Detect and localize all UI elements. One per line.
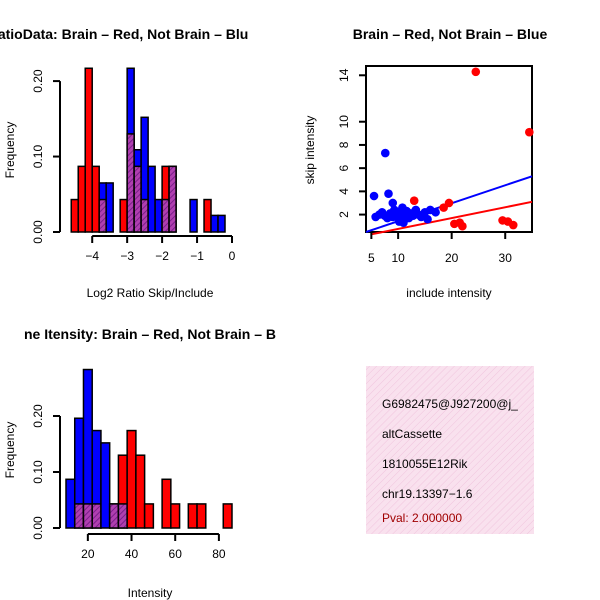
info-line-event-id: G6982475@J927200@j_ xyxy=(382,397,518,411)
ratio-histogram-panel: RatioData: Brain – Red, Not Brain – Blu … xyxy=(0,26,248,300)
intensity-histogram-bar-brain xyxy=(170,503,181,529)
ratio-histogram-title: RatioData: Brain – Red, Not Brain – Blu xyxy=(0,26,248,42)
ratio-histogram-xlabel: Log2 Ratio Skip/Include xyxy=(87,286,214,300)
info-box: G6982475@J927200@j_ altCassette 1810055E… xyxy=(366,366,534,534)
scatter-point-not-brain xyxy=(431,207,440,217)
ratio-histogram-bar-overlap xyxy=(126,133,135,233)
intensity-histogram-y-tick-label: 0.00 xyxy=(31,516,45,540)
intensity-histogram-x-tick-label: 60 xyxy=(169,547,183,561)
scatter-point-not-brain xyxy=(399,218,408,228)
intensity-histogram-bar-brain xyxy=(161,478,172,529)
ratio-histogram-x-tick-label: −2 xyxy=(155,249,169,263)
intensity-scatter-x-tick-label: 10 xyxy=(391,251,405,265)
ratio-histogram-bar-brain xyxy=(91,165,100,233)
intensity-scatter-points xyxy=(369,67,534,231)
intensity-scatter-axes: 5 10 20 30 2 4 6 8 10 14 xyxy=(337,68,512,265)
ratio-histogram-bar-not-brain xyxy=(217,214,226,233)
intensity-histogram-ylabel: Frequency xyxy=(3,422,17,479)
intensity-histogram-x-tick-label: 80 xyxy=(212,547,226,561)
scatter-point-brain xyxy=(458,221,467,231)
ratio-histogram-y-tick-label: 0.10 xyxy=(31,145,45,169)
intensity-histogram-y-tick-label: 0.20 xyxy=(31,404,45,428)
ratio-histogram-bar-not-brain xyxy=(154,198,163,233)
info-line-gene: 1810055E12Rik xyxy=(382,457,468,471)
ratio-histogram-bar-overlap xyxy=(161,198,170,233)
intensity-scatter-title: Brain – Red, Not Brain – Blue xyxy=(353,26,548,42)
intensity-histogram-bar-overlap xyxy=(73,503,85,529)
intensity-histogram-x-tick-label: 20 xyxy=(81,547,95,561)
intensity-histogram-y-tick-label: 0.10 xyxy=(31,460,45,484)
ratio-histogram-ylabel: Frequency xyxy=(3,122,17,179)
ratio-histogram-y-tick-label: 0.20 xyxy=(31,69,45,93)
intensity-histogram-panel: ne Itensity: Brain – Red, Not Brain – B … xyxy=(3,326,276,600)
ratio-histogram-bar-not-brain xyxy=(147,165,156,233)
ratio-histogram-bar-not-brain xyxy=(105,182,114,233)
ratio-histogram-x-tick-label: −1 xyxy=(190,249,204,263)
intensity-histogram-bar-brain xyxy=(126,429,137,529)
scatter-point-brain xyxy=(508,220,518,230)
intensity-histogram-bar-brain xyxy=(143,503,155,529)
intensity-scatter-frame xyxy=(365,65,533,233)
ratio-histogram-bar-overlap xyxy=(98,198,107,233)
scatter-point-not-brain xyxy=(423,214,432,224)
scatter-point-brain xyxy=(471,67,481,77)
ratio-histogram-y-tick-label: 0.00 xyxy=(31,220,45,244)
intensity-scatter-ylabel: skip intensity xyxy=(303,116,317,185)
intensity-histogram-axes: 0.00 0.10 0.20 20 40 60 80 xyxy=(31,404,226,561)
intensity-histogram-bar-not-brain xyxy=(65,478,76,529)
ratio-histogram-bar-not-brain xyxy=(189,198,198,233)
ratio-histogram-x-tick-label: −4 xyxy=(85,249,99,263)
ratio-histogram-bar-brain xyxy=(84,67,93,233)
intensity-scatter-xlabel: include intensity xyxy=(406,286,491,300)
intensity-histogram-xlabel: Intensity xyxy=(128,586,173,600)
scatter-trendline-brain xyxy=(371,200,533,236)
intensity-histogram-bar-brain xyxy=(196,503,207,529)
intensity-scatter-y-tick-label: 8 xyxy=(337,141,351,148)
intensity-histogram-x-tick-label: 40 xyxy=(125,547,139,561)
intensity-histogram-bar-overlap xyxy=(108,503,120,529)
ratio-histogram-bar-brain xyxy=(77,165,86,233)
scatter-point-not-brain xyxy=(369,191,379,201)
ratio-histogram-bar-brain xyxy=(70,198,79,233)
intensity-histogram-bar-brain xyxy=(135,454,146,529)
info-line-pval: Pval: 2.000000 xyxy=(382,511,462,525)
ratio-histogram-x-tick-label: −3 xyxy=(120,249,134,263)
intensity-histogram-bar-brain xyxy=(187,503,198,529)
scatter-point-brain xyxy=(444,198,454,208)
intensity-scatter-y-tick-label: 4 xyxy=(337,188,351,195)
intensity-scatter-x-tick-label: 5 xyxy=(368,251,375,265)
intensity-scatter-y-tick-label: 10 xyxy=(337,115,351,129)
scatter-point-not-brain xyxy=(384,189,393,198)
intensity-scatter-y-tick-label: 2 xyxy=(337,211,351,218)
ratio-histogram-bar-not-brain xyxy=(210,214,219,233)
intensity-scatter-x-tick-label: 30 xyxy=(499,251,513,265)
scatter-point-brain xyxy=(409,196,419,205)
intensity-histogram-bar-overlap xyxy=(82,503,93,529)
info-line-event-type: altCassette xyxy=(382,427,442,441)
intensity-histogram-bar-not-brain xyxy=(100,442,111,529)
ratio-histogram-bar-overlap xyxy=(140,198,149,233)
scatter-point-not-brain xyxy=(380,148,390,158)
ratio-histogram-bar-overlap xyxy=(133,165,142,233)
intensity-histogram-bar-overlap xyxy=(117,503,128,529)
intensity-scatter-x-tick-label: 20 xyxy=(445,251,459,265)
intensity-scatter-y-tick-label: 14 xyxy=(337,68,351,82)
intensity-histogram-bar-overlap xyxy=(91,503,102,529)
info-line-location: chr19.13397−1.6 xyxy=(382,487,473,501)
ratio-histogram-bar-brain xyxy=(119,198,128,233)
ratio-histogram-axes: 0.00 0.10 0.20 −4 −3 −2 −1 0 xyxy=(31,69,236,263)
intensity-scatter-y-tick-label: 6 xyxy=(337,164,351,171)
intensity-histogram-bar-brain xyxy=(222,503,233,529)
ratio-histogram-bar-overlap xyxy=(168,165,177,233)
intensity-scatter-panel: Brain – Red, Not Brain – Blue 5 10 20 30 2 4 6… xyxy=(303,26,547,300)
intensity-histogram-title: ne Itensity: Brain – Red, Not Brain – B xyxy=(24,326,276,342)
scatter-point-not-brain xyxy=(388,198,398,208)
scatter-point-brain xyxy=(525,127,534,137)
intensity-histogram-bars xyxy=(65,368,233,529)
ratio-histogram-x-tick-label: 0 xyxy=(229,249,236,263)
ratio-histogram-bar-brain xyxy=(203,198,212,233)
ratio-histogram-bars xyxy=(70,67,226,233)
info-box-background xyxy=(366,366,534,534)
